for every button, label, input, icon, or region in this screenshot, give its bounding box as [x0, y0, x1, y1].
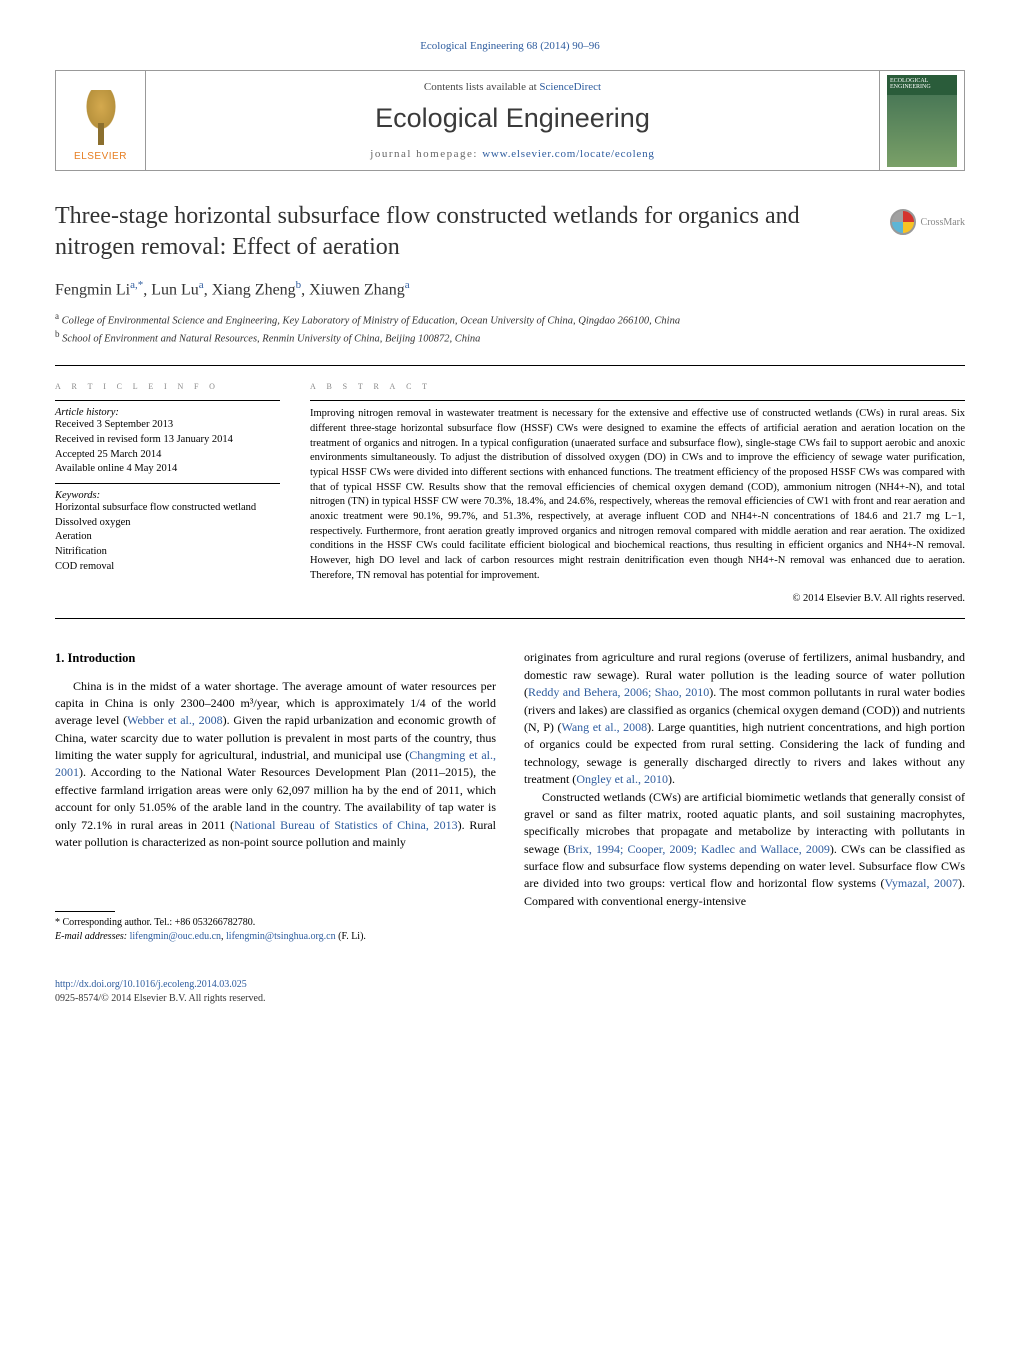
journal-reference: Ecological Engineering 68 (2014) 90–96: [55, 40, 965, 52]
history-item: Available online 4 May 2014: [55, 462, 280, 477]
divider: [55, 400, 280, 401]
citation-link[interactable]: Brix, 1994; Cooper, 2009; Kadlec and Wal…: [567, 842, 829, 856]
email-link[interactable]: lifengmin@tsinghua.org.cn: [226, 931, 336, 942]
divider: [310, 400, 965, 401]
keywords-list: Horizontal subsurface flow constructed w…: [55, 501, 280, 574]
keyword: Dissolved oxygen: [55, 516, 280, 531]
journal-cover-thumbnail: ECOLOGICAL ENGINEERING: [887, 75, 957, 167]
body-two-column: 1. Introduction China is in the midst of…: [55, 649, 965, 1006]
affiliation-text: School of Environment and Natural Resour…: [62, 334, 480, 345]
keyword: Aeration: [55, 530, 280, 545]
doi-block: http://dx.doi.org/10.1016/j.ecoleng.2014…: [55, 978, 496, 1006]
homepage-line: journal homepage: www.elsevier.com/locat…: [370, 148, 654, 160]
contents-prefix: Contents lists available at: [424, 81, 539, 93]
article-title: Three-stage horizontal subsurface flow c…: [55, 201, 965, 263]
citation-link[interactable]: Wang et al., 2008: [561, 720, 647, 734]
footnotes: * Corresponding author. Tel.: +86 053266…: [55, 911, 496, 944]
affiliations: a College of Environmental Science and E…: [55, 310, 965, 347]
abstract-column: a b s t r a c t Improving nitrogen remov…: [310, 380, 965, 604]
section-title: Introduction: [68, 651, 136, 665]
homepage-link[interactable]: www.elsevier.com/locate/ecoleng: [482, 148, 655, 160]
email-link[interactable]: lifengmin@ouc.edu.cn: [130, 931, 221, 942]
cover-block: ECOLOGICAL ENGINEERING: [879, 71, 964, 170]
abstract-copyright: © 2014 Elsevier B.V. All rights reserved…: [310, 593, 965, 604]
divider: [55, 911, 115, 912]
divider: [55, 483, 280, 484]
contents-available: Contents lists available at ScienceDirec…: [424, 81, 601, 93]
affiliation-text: College of Environmental Science and Eng…: [62, 315, 680, 326]
email-label: E-mail addresses:: [55, 931, 127, 942]
history-item: Received 3 September 2013: [55, 418, 280, 433]
history-item: Received in revised form 13 January 2014: [55, 433, 280, 448]
affiliation-a: a College of Environmental Science and E…: [55, 310, 965, 329]
citation-link[interactable]: Webber et al., 2008: [127, 713, 223, 727]
abstract-heading: a b s t r a c t: [310, 380, 965, 392]
keyword: Horizontal subsurface flow constructed w…: [55, 501, 280, 516]
crossmark-badge[interactable]: CrossMark: [890, 209, 965, 235]
body-paragraph: originates from agriculture and rural re…: [524, 649, 965, 788]
body-paragraph: China is in the midst of a water shortag…: [55, 678, 496, 852]
author-list: Fengmin Lia,*, Lun Lua, Xiang Zhengb, Xi…: [55, 279, 965, 299]
citation-link[interactable]: Vymazal, 2007: [885, 876, 958, 890]
column-right: originates from agriculture and rural re…: [524, 649, 965, 1006]
journal-title: Ecological Engineering: [375, 103, 650, 134]
crossmark-icon: [890, 209, 916, 235]
publisher-logo-block: ELSEVIER: [56, 71, 146, 170]
corresponding-author: * Corresponding author. Tel.: +86 053266…: [55, 916, 496, 930]
keyword: COD removal: [55, 560, 280, 575]
section-heading: 1. Introduction: [55, 649, 496, 667]
keyword: Nitrification: [55, 545, 280, 560]
section-number: 1.: [55, 651, 64, 665]
doi-link[interactable]: http://dx.doi.org/10.1016/j.ecoleng.2014…: [55, 979, 247, 990]
history-label: Article history:: [55, 407, 280, 418]
journal-header: ELSEVIER Contents lists available at Sci…: [55, 70, 965, 171]
body-paragraph: Constructed wetlands (CWs) are artificia…: [524, 789, 965, 911]
article-info-column: a r t i c l e i n f o Article history: R…: [55, 380, 280, 604]
issn-copyright: 0925-8574/© 2014 Elsevier B.V. All right…: [55, 993, 265, 1004]
citation-link[interactable]: Ongley et al., 2010: [576, 772, 668, 786]
sciencedirect-link[interactable]: ScienceDirect: [539, 81, 601, 93]
divider: [55, 365, 965, 366]
column-left: 1. Introduction China is in the midst of…: [55, 649, 496, 1006]
elsevier-tree-icon: [76, 90, 126, 145]
publisher-name: ELSEVIER: [74, 151, 127, 162]
header-center: Contents lists available at ScienceDirec…: [146, 71, 879, 170]
citation-link[interactable]: National Bureau of Statistics of China, …: [234, 818, 457, 832]
affiliation-b: b School of Environment and Natural Reso…: [55, 328, 965, 347]
keywords-label: Keywords:: [55, 490, 280, 501]
citation-link[interactable]: Reddy and Behera, 2006; Shao, 2010: [528, 685, 709, 699]
body-text: ).: [668, 772, 675, 786]
divider: [55, 618, 965, 619]
abstract-text: Improving nitrogen removal in wastewater…: [310, 407, 965, 583]
crossmark-label: CrossMark: [921, 217, 965, 228]
article-info-heading: a r t i c l e i n f o: [55, 380, 280, 392]
history-item: Accepted 25 March 2014: [55, 448, 280, 463]
homepage-prefix: journal homepage:: [370, 148, 482, 160]
email-line: E-mail addresses: lifengmin@ouc.edu.cn, …: [55, 930, 496, 944]
email-suffix: (F. Li).: [336, 931, 366, 942]
